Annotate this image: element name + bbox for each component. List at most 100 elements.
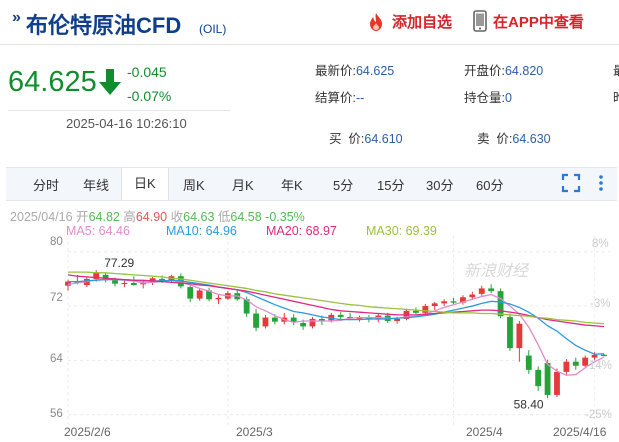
ohlc-low-label: 低 (217, 210, 231, 224)
x-tick-start: 2025/2/6 (64, 425, 111, 439)
price-change: -0.045 (127, 64, 167, 80)
quote-buy-value: 64.610 (364, 132, 403, 146)
ma5-legend: MA5: 64.46 (66, 224, 130, 238)
quote-settle: 结算价:-- (315, 87, 364, 106)
fullscreen-icon[interactable] (560, 172, 582, 194)
ma20-legend: MA20: 68.97 (266, 224, 337, 238)
ohlc-high-label: 高 (123, 210, 136, 224)
x-tick-april: 2025/4 (466, 425, 503, 439)
high-annotation: 77.29 (104, 256, 134, 270)
quote-open: 开盘价:64.820 (464, 60, 543, 79)
candle-body (478, 288, 485, 294)
quote-latest-label: 最新价: (315, 64, 356, 78)
ma-line-ma5 (67, 278, 605, 376)
candle-body (601, 354, 607, 357)
quote-latest: 最新价:64.625 (315, 60, 394, 79)
quote-latest-value: 64.625 (355, 64, 395, 78)
pct-tick-2: -3% (590, 298, 611, 310)
tab-yearline[interactable]: 年线 (83, 178, 110, 193)
candle-body (525, 355, 532, 370)
candle-body (563, 361, 570, 372)
double-chevron-icon: » (12, 9, 21, 26)
tab-daily-k[interactable]: 日K (121, 168, 169, 200)
quote-cut-2: 昨 (613, 87, 619, 106)
candle-body (206, 290, 212, 300)
candle-body (300, 323, 307, 327)
candle-body (337, 314, 344, 317)
candle-body (488, 288, 495, 292)
ohlc-high: 64.90 (135, 210, 168, 224)
candle-body (130, 282, 137, 286)
x-tick-end: 2025/4/16 (553, 425, 607, 439)
candle-body (112, 280, 118, 284)
tab-30min[interactable]: 30分 (426, 178, 454, 193)
candle-body (535, 369, 542, 387)
candle-body (196, 290, 203, 299)
header-bar: » 布伦特原油CFD (OIL) 添加自选 在APP中查看 (0, 0, 619, 45)
quote-open-interest: 持仓量:0 (464, 87, 512, 106)
pct-tick-4: -25% (585, 409, 612, 421)
candle-body (441, 301, 448, 304)
y-tick-72: 72 (50, 292, 63, 304)
candlestick-chart[interactable]: 新浪财经 77.29 58.40 (0, 232, 619, 442)
tab-60min[interactable]: 60分 (476, 178, 504, 193)
candle-body (243, 299, 250, 314)
tab-15min[interactable]: 15分 (377, 178, 405, 193)
quote-buy: 买 价:64.610 (322, 114, 403, 147)
pct-tick-3: -14% (585, 360, 612, 372)
phone-icon (473, 10, 487, 32)
candle-body (149, 278, 156, 283)
y-tick-64: 64 (50, 353, 63, 365)
tab-weekly-k[interactable]: 周K (183, 178, 205, 193)
ohlc-date: 2025/04/16 (10, 210, 73, 224)
tab-intraday[interactable]: 分时 (33, 178, 60, 193)
candle-body (159, 278, 165, 281)
ohlc-open: 64.82 (88, 210, 120, 224)
tab-monthly-k[interactable]: 月K (232, 178, 254, 193)
candle-body (215, 297, 222, 300)
ma-line-ma10 (68, 278, 605, 355)
quote-settle-value: -- (355, 91, 365, 105)
candle-body (121, 282, 128, 284)
view-in-app-button[interactable]: 在APP中查看 (473, 10, 584, 32)
add-favorite-button[interactable]: 添加自选 (366, 11, 452, 32)
candle-body (413, 310, 419, 313)
candle-body (318, 318, 325, 321)
ma-line-ma30 (68, 271, 605, 325)
view-in-app-label: 在APP中查看 (493, 13, 584, 31)
quote-cut-1: 最 (613, 60, 619, 79)
y-tick-56: 56 (50, 408, 63, 420)
quote-oi-label: 持仓量: (464, 91, 505, 105)
ohlc-open-label: 开 (76, 210, 89, 224)
ohlc-low: 64.58 (230, 210, 262, 224)
more-options-icon[interactable] (596, 172, 606, 194)
ma10-legend: MA10: 64.96 (166, 224, 237, 238)
candle-body (554, 371, 560, 395)
candle-body (262, 317, 269, 327)
candle-body (507, 316, 513, 349)
divider (8, 110, 230, 111)
candle-body (469, 294, 476, 298)
ohlc-summary: 2025/04/16 开64.82 高64.90 收64.63 低64.58 -… (10, 206, 305, 225)
candle-body (102, 274, 109, 281)
tab-5min[interactable]: 5分 (333, 178, 354, 193)
candle-body (497, 291, 504, 317)
last-price: 64.625 (8, 66, 97, 98)
symbol-code: (OIL) (199, 22, 227, 36)
candle-body (450, 301, 457, 303)
low-annotation: 58.40 (514, 397, 544, 411)
quote-open-label: 开盘价: (464, 64, 505, 78)
pct-tick-1: 8% (592, 238, 609, 250)
ohlc-close-label: 收 (170, 210, 184, 224)
period-tabs: 分时 年线 日K 周K 月K 年K 5分 15分 30分 60分 (6, 167, 617, 201)
candle-body (309, 318, 316, 327)
quote-oi-value: 0 (504, 91, 512, 105)
watermark-text: 新浪财经 (464, 262, 530, 280)
candle-body (253, 313, 259, 328)
candle-body (460, 297, 466, 303)
candle-body (328, 314, 335, 321)
candle-body (347, 316, 354, 319)
ohlc-close: 64.63 (183, 210, 215, 224)
candle-body (187, 287, 194, 299)
tab-yearly-k[interactable]: 年K (281, 178, 303, 193)
